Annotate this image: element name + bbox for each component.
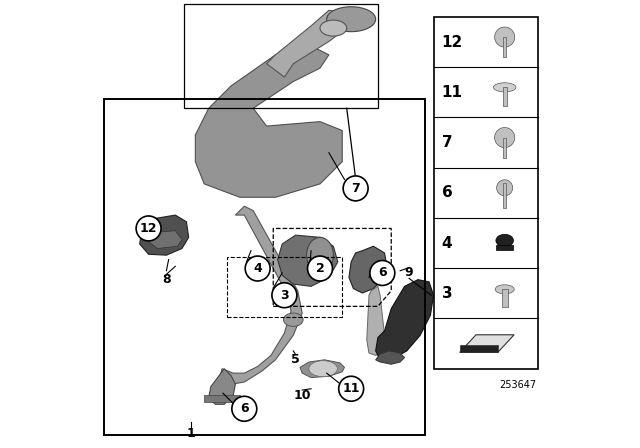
Circle shape [343,176,368,201]
Ellipse shape [493,83,516,92]
Polygon shape [367,286,385,355]
Text: 1: 1 [186,427,195,440]
Polygon shape [267,10,356,77]
Ellipse shape [495,285,514,294]
Ellipse shape [496,234,513,247]
Polygon shape [376,351,404,364]
Circle shape [245,256,270,281]
Text: 253647: 253647 [499,380,536,390]
Text: 6: 6 [442,185,452,200]
Text: 11: 11 [442,85,463,100]
Text: 4: 4 [253,262,262,275]
Text: 10: 10 [294,389,311,402]
Polygon shape [349,246,387,293]
Bar [503,138,506,158]
Polygon shape [460,345,498,353]
Circle shape [497,180,513,196]
Polygon shape [140,215,189,255]
Bar [503,183,506,208]
Text: 12: 12 [442,34,463,50]
Circle shape [308,256,332,281]
Polygon shape [460,335,514,353]
Polygon shape [300,360,344,378]
Polygon shape [148,231,182,249]
Bar [496,245,513,250]
Text: 2: 2 [316,262,324,275]
Circle shape [495,27,515,47]
Text: 11: 11 [342,382,360,395]
Text: 5: 5 [291,353,300,366]
Text: 7: 7 [442,135,452,150]
Ellipse shape [284,313,303,327]
Text: 3: 3 [442,286,452,301]
Circle shape [272,283,297,308]
Text: 8: 8 [162,273,171,286]
Text: 6: 6 [240,402,248,415]
Circle shape [339,376,364,401]
Circle shape [370,260,395,285]
Circle shape [136,216,161,241]
Polygon shape [220,206,302,384]
Circle shape [495,128,515,147]
Text: 6: 6 [378,267,387,280]
Ellipse shape [326,7,376,32]
Ellipse shape [320,20,347,36]
Bar [502,87,507,107]
Text: 3: 3 [280,289,289,302]
Circle shape [232,396,257,421]
Bar [503,37,506,57]
Ellipse shape [309,361,337,377]
Bar [104,99,424,435]
Polygon shape [278,235,338,286]
Polygon shape [209,369,236,404]
Text: 7: 7 [351,182,360,195]
Text: 4: 4 [442,236,452,250]
Bar [433,17,538,369]
Bar [502,289,508,307]
Text: 12: 12 [140,222,157,235]
Polygon shape [376,280,433,360]
Text: 9: 9 [404,267,413,280]
Polygon shape [204,396,240,402]
Polygon shape [195,46,342,197]
Ellipse shape [307,237,333,273]
